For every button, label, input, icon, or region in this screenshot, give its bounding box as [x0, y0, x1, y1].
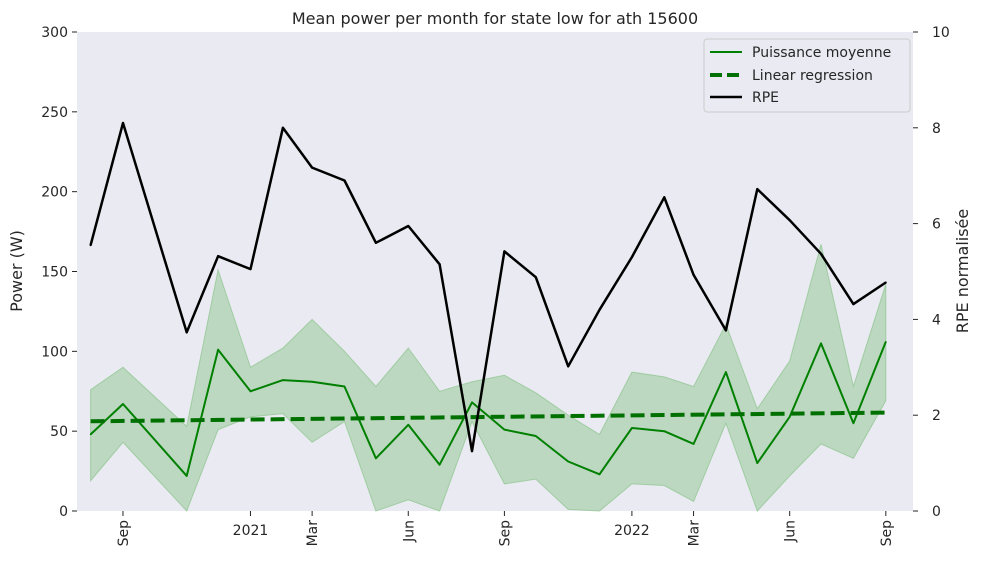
- x-tick-label: Sep: [116, 520, 132, 547]
- data-point-power: [692, 443, 695, 445]
- data-point-rpe: [311, 166, 314, 169]
- data-point-rpe: [249, 268, 252, 271]
- right-y-tick-label: 2: [932, 408, 941, 424]
- right-y-axis: 0 2 4 6 8 10: [913, 25, 950, 520]
- data-point-power: [311, 380, 313, 383]
- data-point-power: [282, 379, 284, 381]
- legend: Puissance moyenne Linear regression RPE: [703, 38, 911, 113]
- data-point-rpe: [122, 122, 124, 124]
- confidence-band-layer: [90, 244, 887, 512]
- data-point-power: [598, 473, 601, 476]
- data-point-rpe: [343, 179, 346, 182]
- data-point-rpe: [724, 329, 727, 332]
- right-y-axis-label: RPE normalisée: [953, 209, 972, 334]
- right-y-tick-label: 6: [932, 217, 941, 233]
- left-y-tick-label: 100: [41, 344, 68, 360]
- data-point-power: [820, 342, 822, 345]
- series-lines-layer: [89, 121, 887, 477]
- data-point-rpe: [756, 188, 759, 191]
- data-point-rpe: [788, 219, 791, 222]
- data-point-power: [249, 390, 252, 393]
- series-line-regression: [90, 410, 886, 424]
- x-tick-label: 2021: [233, 523, 269, 539]
- data-point-rpe: [281, 126, 284, 129]
- left-y-tick-label: 200: [41, 185, 68, 201]
- data-point-power: [725, 371, 727, 373]
- x-tick-label: 2022: [614, 523, 650, 539]
- legend-frame: [703, 38, 911, 113]
- data-point-power: [631, 427, 633, 429]
- legend-label-power: Puissance moyenne: [752, 45, 891, 61]
- data-point-rpe: [89, 244, 92, 247]
- data-point-power: [503, 428, 506, 431]
- data-point-power: [471, 401, 473, 404]
- data-point-rpe: [503, 250, 506, 253]
- x-tick-label: Sep: [497, 520, 513, 547]
- data-point-power: [535, 435, 537, 437]
- data-point-rpe: [663, 196, 666, 199]
- chart-title: Mean power per month for state low for a…: [292, 9, 698, 28]
- data-point-power: [756, 462, 759, 464]
- left-y-tick-label: 50: [50, 424, 68, 440]
- data-point-rpe: [598, 308, 601, 311]
- data-point-rpe: [534, 276, 537, 279]
- legend-label-regression: Linear regression: [752, 68, 873, 84]
- data-point-power: [438, 463, 441, 466]
- data-point-rpe: [852, 303, 855, 306]
- data-point-power: [217, 348, 219, 351]
- data-point-power: [852, 422, 855, 425]
- right-y-tick-label: 4: [932, 312, 941, 328]
- x-tick-label: Mar: [305, 520, 321, 547]
- data-point-rpe: [692, 273, 695, 276]
- data-point-rpe: [567, 365, 570, 368]
- data-point-power: [885, 341, 887, 343]
- right-y-tick-label: 8: [932, 121, 941, 137]
- data-point-power: [343, 385, 346, 388]
- x-tick-label: Jun: [401, 520, 417, 543]
- data-point-rpe: [884, 281, 887, 284]
- x-tick-label: Mar: [687, 520, 703, 547]
- right-y-tick-label: 0: [932, 504, 941, 520]
- right-y-tick-label: 10: [932, 25, 950, 41]
- left-y-tick-label: 250: [41, 105, 68, 121]
- data-point-power: [567, 460, 569, 463]
- data-point-power: [375, 457, 377, 460]
- x-tick-label: Sep: [879, 520, 895, 547]
- legend-label-rpe: RPE: [752, 90, 779, 106]
- data-point-rpe: [820, 252, 822, 255]
- x-axis: Sep 2021 Mar Jun Sep 2022 Mar Jun Sep: [116, 511, 895, 546]
- power-confidence-band: [90, 244, 887, 512]
- data-point-rpe: [217, 255, 220, 258]
- data-point-power: [407, 424, 410, 426]
- data-point-power: [788, 416, 791, 418]
- data-point-power: [663, 430, 666, 433]
- data-point-rpe: [407, 225, 410, 227]
- data-point-power: [185, 475, 188, 477]
- x-tick-label: Jun: [783, 520, 799, 543]
- left-y-axis: 0 50 100 150 200 250 300: [41, 25, 77, 520]
- left-y-axis-label: Power (W): [7, 230, 26, 312]
- left-y-tick-label: 0: [59, 504, 68, 520]
- data-point-rpe: [471, 450, 473, 453]
- data-point-rpe: [185, 331, 188, 334]
- data-point-rpe: [374, 241, 377, 244]
- data-point-rpe: [630, 256, 633, 259]
- left-y-tick-label: 150: [41, 265, 68, 281]
- data-point-rpe: [438, 263, 441, 266]
- left-y-tick-label: 300: [41, 25, 68, 41]
- data-point-power: [122, 403, 124, 405]
- data-point-power: [89, 433, 92, 436]
